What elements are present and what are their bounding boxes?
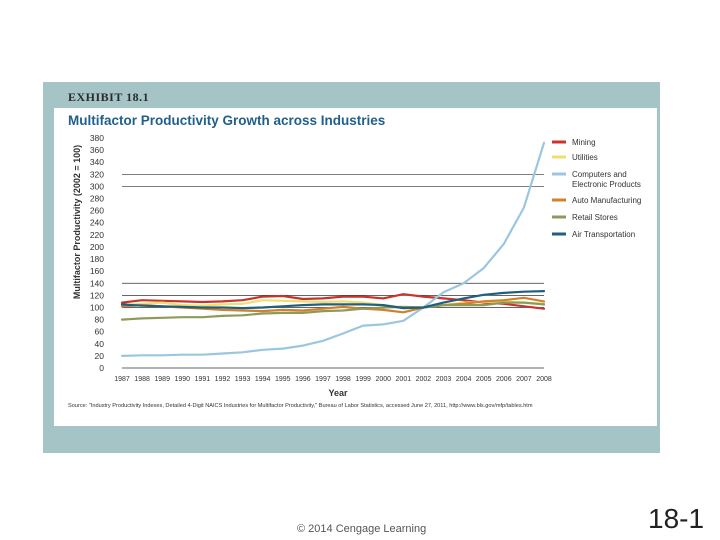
y-tick-label: 20: [95, 351, 105, 361]
exhibit-label: EXHIBIT 18.1: [68, 90, 150, 104]
y-tick-label: 160: [90, 266, 104, 276]
y-tick-label: 60: [95, 327, 105, 337]
y-tick-label: 200: [90, 242, 104, 252]
series-line-retail-stores: [120, 301, 546, 321]
x-tick-label: 1988: [134, 376, 150, 383]
y-tick-label: 80: [95, 315, 105, 325]
x-tick-label: 2000: [375, 376, 391, 383]
y-tick-label: 260: [90, 206, 104, 216]
y-tick-label: 360: [90, 145, 104, 155]
x-tick-label: 1989: [154, 376, 170, 383]
y-tick-label: 180: [90, 254, 104, 264]
x-tick-label: 1998: [335, 376, 351, 383]
legend-label: Utilities: [572, 153, 598, 162]
legend-label: Retail Stores: [572, 213, 618, 222]
x-tick-label: 1993: [235, 376, 251, 383]
legend-item: Retail Stores: [552, 213, 618, 222]
legend-item: Mining: [552, 138, 596, 147]
series-line-computers-and-electronic-products: [120, 141, 546, 357]
y-tick-label: 100: [90, 302, 104, 312]
source-note: Source: "Industry Productivity Indexes, …: [68, 403, 533, 409]
legend-label: Computers and Electronic Products: [572, 170, 641, 189]
y-tick-label: 340: [90, 157, 104, 167]
legend-label: Mining: [572, 138, 596, 147]
legend-label: Auto Manufacturing: [572, 196, 641, 205]
x-tick-label: 2002: [416, 376, 432, 383]
copyright: © 2014 Cengage Learning: [297, 523, 427, 535]
y-tick-label: 140: [90, 278, 104, 288]
x-tick-label: 1995: [275, 376, 291, 383]
y-axis-label: Multifactor Productivity (2002 = 100): [72, 145, 82, 299]
y-tick-label: 300: [90, 181, 104, 191]
y-tick-label: 240: [90, 218, 104, 228]
x-tick-label: 1996: [295, 376, 311, 383]
y-tick-label: 280: [90, 194, 104, 204]
x-tick-label: 2005: [476, 376, 492, 383]
series-lines: [120, 141, 546, 357]
x-tick-label: 1994: [255, 376, 271, 383]
slide-number: 18-1: [648, 503, 705, 534]
legend-item: Computers and Electronic Products: [552, 170, 641, 189]
x-tick-label: 2001: [396, 376, 412, 383]
y-tick-label: 220: [90, 230, 104, 240]
x-tick-label: 1999: [355, 376, 371, 383]
y-tick-label: 40: [95, 339, 105, 349]
y-axis-ticks: 0 20 40 60 80 100 120 140 160 180 200 220 240 260 280 3…: [90, 133, 104, 373]
x-tick-label: 1990: [174, 376, 190, 383]
y-tick-label: 120: [90, 290, 104, 300]
productivity-line-chart: 0 20 40 60 80 100 120 140 160 180 200 220 240 260 280 3…: [72, 133, 641, 398]
x-tick-label: 2008: [536, 376, 552, 383]
x-tick-label: 2004: [456, 376, 472, 383]
y-tick-label: 320: [90, 169, 104, 179]
x-tick-label: 2003: [436, 376, 452, 383]
chart-title: Multifactor Productivity Growth across I…: [68, 113, 386, 128]
y-tick-label: 0: [99, 363, 104, 373]
legend-item: Auto Manufacturing: [552, 196, 641, 205]
x-tick-label: 1991: [195, 376, 211, 383]
y-tick-label: 380: [90, 133, 104, 143]
x-tick-label: 2006: [496, 376, 512, 383]
x-tick-label: 2007: [516, 376, 532, 383]
x-axis-label: Year: [328, 388, 348, 398]
chart-panel: [54, 108, 657, 426]
legend-label: Air Transportation: [572, 230, 635, 239]
legend: Mining Utilities Computers and Electronic P…: [552, 138, 641, 239]
legend-item: Utilities: [552, 153, 598, 162]
series-line-air-transportation: [120, 290, 546, 310]
x-tick-label: 1987: [114, 376, 130, 383]
x-tick-label: 1997: [315, 376, 331, 383]
x-axis-ticks: 1987 1988 1989 1990 1991 1992 1993 1994 1995 1996…: [114, 376, 552, 383]
legend-item: Air Transportation: [552, 230, 635, 239]
x-tick-label: 1992: [215, 376, 231, 383]
